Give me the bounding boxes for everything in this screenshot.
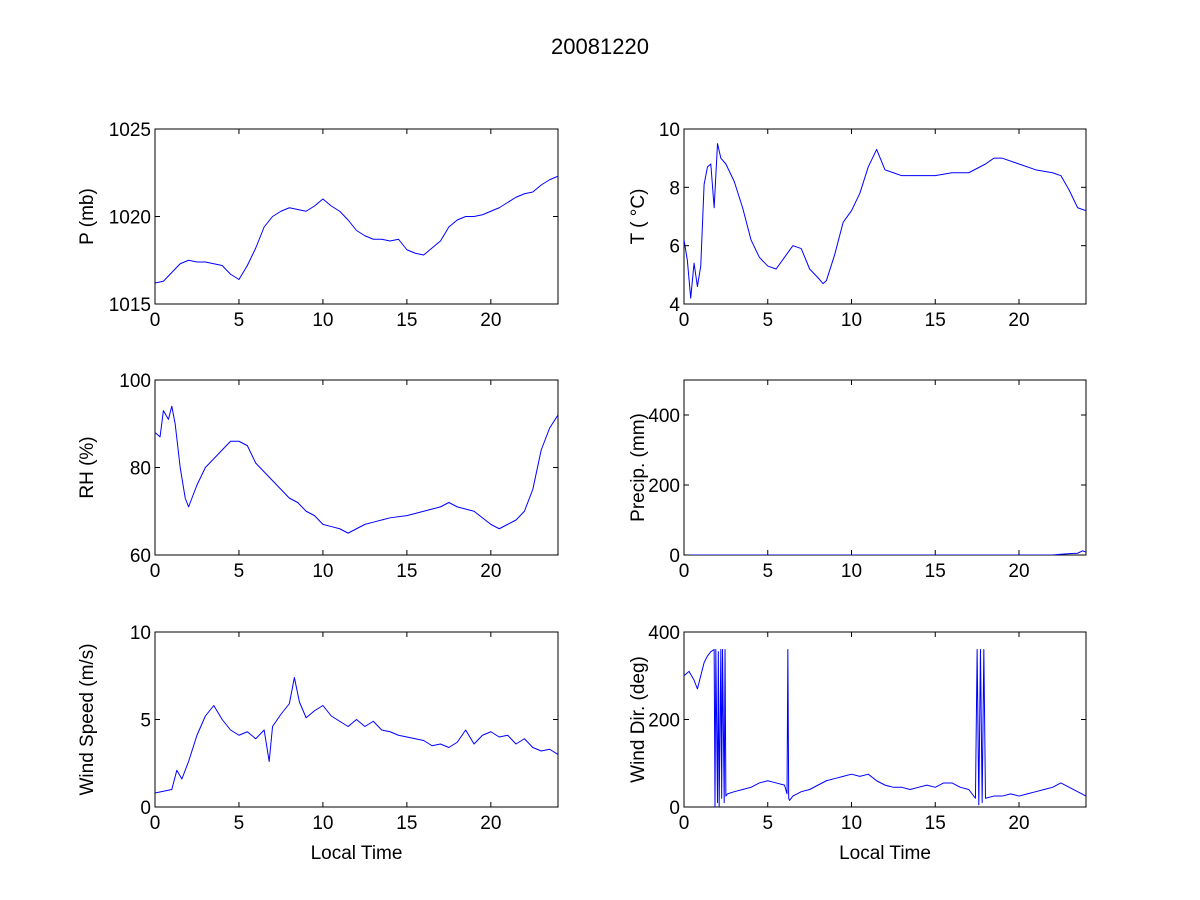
x-tick-label: 5 xyxy=(234,813,245,834)
y-tick-label: 1015 xyxy=(109,295,151,316)
figure-title: 20081220 xyxy=(551,34,649,59)
y-tick-label: 200 xyxy=(648,476,680,497)
y-tick-label: 100 xyxy=(119,371,151,392)
y-tick-label: 400 xyxy=(648,623,680,644)
x-axis-label: Local Time xyxy=(839,843,931,864)
x-tick-label: 10 xyxy=(312,561,333,582)
y-axis-label: Wind Speed (m/s) xyxy=(77,643,98,795)
x-tick-label: 15 xyxy=(396,561,417,582)
x-tick-label: 10 xyxy=(841,310,862,331)
y-tick-label: 60 xyxy=(130,546,151,567)
series-line-wind-dir xyxy=(684,649,1086,807)
x-axis-label: Local Time xyxy=(311,843,403,864)
x-tick-label: 10 xyxy=(841,561,862,582)
y-tick-label: 80 xyxy=(130,459,151,480)
x-tick-label: 20 xyxy=(480,813,501,834)
y-axis-label: P (mb) xyxy=(77,188,98,245)
y-tick-label: 4 xyxy=(669,295,680,316)
series-line-p xyxy=(155,175,558,284)
x-tick-label: 10 xyxy=(312,813,333,834)
y-tick-label: 5 xyxy=(140,711,151,732)
x-tick-label: 5 xyxy=(234,561,245,582)
x-tick-label: 0 xyxy=(679,813,690,834)
x-tick-label: 5 xyxy=(762,813,773,834)
x-tick-label: 5 xyxy=(234,310,245,331)
y-tick-label: 1025 xyxy=(109,120,151,141)
y-tick-label: 1020 xyxy=(109,208,151,229)
x-tick-label: 5 xyxy=(762,561,773,582)
x-tick-label: 0 xyxy=(679,310,690,331)
x-tick-label: 10 xyxy=(312,310,333,331)
series-line-t xyxy=(684,143,1086,299)
x-tick-label: 0 xyxy=(150,561,161,582)
x-tick-label: 20 xyxy=(1008,310,1029,331)
x-tick-label: 15 xyxy=(925,310,946,331)
series-line-precip xyxy=(684,550,1086,555)
x-tick-label: 0 xyxy=(150,310,161,331)
y-tick-label: 8 xyxy=(669,178,680,199)
series-line-wind-speed xyxy=(155,677,558,794)
subplot-top-right: 0 5 10 15 20 4 6 8 10 T ( °C) xyxy=(628,120,1087,331)
subplot-middle-left: 0 5 10 15 20 60 80 100 RH (%) xyxy=(77,371,559,582)
x-tick-label: 10 xyxy=(841,813,862,834)
x-tick-label: 15 xyxy=(925,561,946,582)
x-tick-label: 20 xyxy=(480,561,501,582)
y-axis-label: Precip. (mm) xyxy=(628,413,649,522)
axes-frame xyxy=(683,128,1087,305)
y-tick-label: 10 xyxy=(130,623,151,644)
x-tick-label: 20 xyxy=(1008,561,1029,582)
y-tick-label: 0 xyxy=(140,798,151,819)
y-tick-label: 400 xyxy=(648,406,680,427)
x-tick-label: 20 xyxy=(480,310,501,331)
y-axis-label: T ( °C) xyxy=(628,189,649,245)
y-tick-label: 6 xyxy=(669,237,680,258)
x-tick-label: 15 xyxy=(396,310,417,331)
y-tick-label: 0 xyxy=(669,798,680,819)
x-tick-label: 0 xyxy=(150,813,161,834)
y-tick-label: 10 xyxy=(659,120,680,141)
y-tick-label: 0 xyxy=(669,546,680,567)
y-tick-label: 200 xyxy=(648,711,680,732)
x-tick-label: 15 xyxy=(396,813,417,834)
y-axis-label: RH (%) xyxy=(77,436,98,498)
series-line-rh xyxy=(155,405,558,534)
x-tick-label: 15 xyxy=(925,813,946,834)
y-axis-label: Wind Dir. (deg) xyxy=(628,656,649,783)
subplot-bottom-left: 0 5 10 15 20 0 5 10 Wind Speed (m/s) Local Time xyxy=(77,623,559,864)
x-tick-label: 5 xyxy=(762,310,773,331)
x-tick-label: 0 xyxy=(679,561,690,582)
x-tick-label: 20 xyxy=(1008,813,1029,834)
